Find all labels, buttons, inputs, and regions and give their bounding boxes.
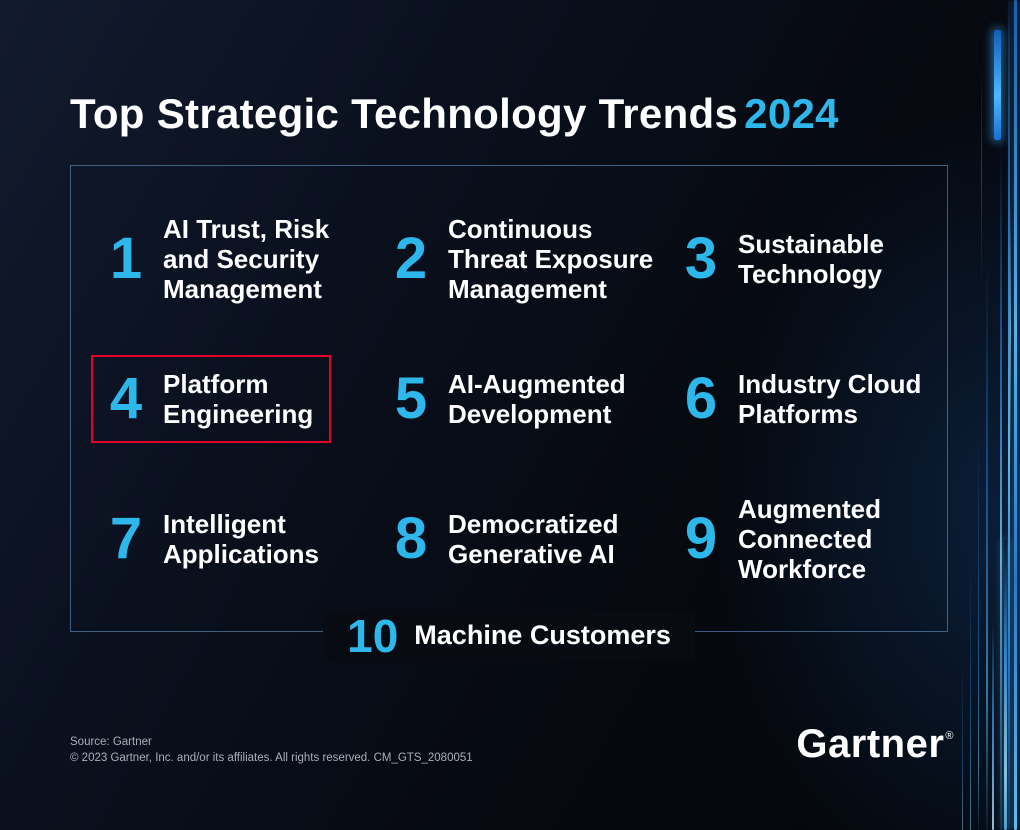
trend-label: AI Trust, Risk and Security Management <box>163 213 330 305</box>
trend-label: Machine Customers <box>414 620 671 651</box>
light-streak <box>986 260 988 830</box>
trend-item-4-highlighted: 4 Platform Engineering <box>91 354 331 444</box>
trend-label: Industry Cloud Platforms <box>738 368 922 429</box>
trend-item-8: 8 Democratized Generative AI <box>376 495 652 583</box>
trend-item-2: 2 Continuous Threat Exposure Management <box>376 200 672 318</box>
trends-container: 1 AI Trust, Risk and Security Management… <box>70 165 948 661</box>
registered-mark: ® <box>945 730 954 742</box>
trend-number: 8 <box>394 506 428 571</box>
light-streak <box>1014 0 1017 830</box>
trend-number: 4 <box>109 366 143 431</box>
trend-label: Intelligent Applications <box>163 508 320 569</box>
trend-number: 7 <box>109 506 143 571</box>
gartner-logo: Gartner® <box>796 722 954 767</box>
light-streak <box>992 620 994 830</box>
light-streak <box>970 560 971 830</box>
trend-number: 3 <box>684 226 718 291</box>
trend-item-9: 9 Augmented Connected Workforce <box>666 480 906 598</box>
trend-number: 1 <box>109 226 143 291</box>
light-streak <box>978 420 979 830</box>
page-title: Top Strategic Technology Trends 2024 <box>70 90 839 138</box>
trend-number: 5 <box>394 366 428 431</box>
light-streak <box>981 60 982 290</box>
light-streak <box>1004 540 1007 830</box>
trend-item-6: 6 Industry Cloud Platforms <box>666 355 952 443</box>
trend-number: 6 <box>684 366 718 431</box>
light-streak-bright-bar <box>994 30 1001 140</box>
trend-item-10: 10 Machine Customers <box>323 611 695 661</box>
page-title-text: Top Strategic Technology Trends <box>70 90 739 138</box>
trend-number: 2 <box>394 226 428 291</box>
gartner-logo-text: Gartner <box>796 722 945 766</box>
trend-item-3: 3 Sustainable Technology <box>666 215 916 303</box>
page-title-year: 2024 <box>744 90 839 138</box>
trend-number: 9 <box>684 506 718 571</box>
trend-item-7: 7 Intelligent Applications <box>91 495 341 583</box>
light-streak <box>1000 150 1002 830</box>
light-streak <box>1008 0 1010 830</box>
source-line: Source: Gartner <box>70 736 152 748</box>
trend-label: Platform Engineering <box>163 368 314 429</box>
trend-label: Augmented Connected Workforce <box>738 493 881 585</box>
copyright-line: © 2023 Gartner, Inc. and/or its affiliat… <box>70 751 473 764</box>
trends-grid: 1 AI Trust, Risk and Security Management… <box>71 166 947 594</box>
trend-item-5: 5 AI-Augmented Development <box>376 355 652 443</box>
light-streaks-decoration <box>950 0 1020 830</box>
light-streak <box>962 660 963 830</box>
trend-label: Sustainable Technology <box>738 228 884 289</box>
trend-label: Continuous Threat Exposure Management <box>448 213 654 305</box>
trend-item-1: 1 AI Trust, Risk and Security Management <box>91 200 359 318</box>
light-streak <box>1010 200 1011 460</box>
footer-source: Source: Gartner © 2023 Gartner, Inc. and… <box>70 735 473 766</box>
trend-label: AI-Augmented Development <box>448 368 626 429</box>
trend-label: Democratized Generative AI <box>448 508 619 569</box>
trend-number: 10 <box>347 610 399 662</box>
